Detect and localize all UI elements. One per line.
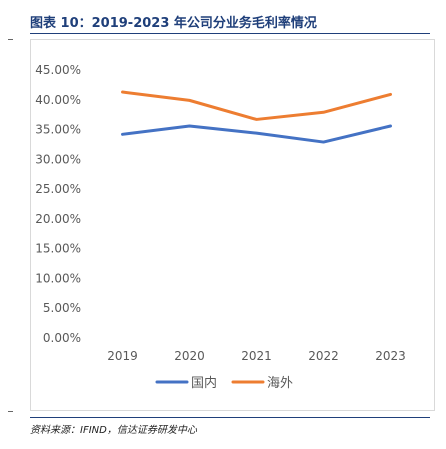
figure-header: 图表 10：2019-2023 年公司分业务毛利率情况 [30,12,430,31]
margin-tick-bottom [8,411,13,412]
series-line-2 [121,90,392,121]
x-tick-label: 2023 [375,349,406,363]
y-tick-label: 10.00% [35,271,81,285]
line-chart: 0.00% 5.00% 10.00% 15.00% 20.00% 25.00% 30.00%… [35,63,406,391]
figure-title: 图表 10：2019-2023 年公司分业务毛利率情况 [30,16,317,31]
source-rule [30,417,430,418]
y-tick-label: 5.00% [43,301,81,315]
legend-label-2: 海外 [267,376,293,391]
y-tick-label: 45.00% [35,63,81,77]
y-tick-label: 40.00% [35,93,81,107]
y-tick-label: 25.00% [35,182,81,196]
y-tick-label: 30.00% [35,152,81,166]
title-rule [30,33,430,34]
series-line-1 [121,124,392,144]
legend-label-1: 国内 [191,375,217,391]
x-tick-label: 2022 [308,349,339,363]
chart-frame: 0.00% 5.00% 10.00% 15.00% 20.00% 25.00% 30.00%… [30,39,435,411]
y-tick-label: 35.00% [35,123,81,137]
margin-tick-top [8,39,13,40]
y-tick-label: 20.00% [35,212,81,226]
y-tick-label: 15.00% [35,242,81,256]
x-tick-label: 2021 [241,349,272,363]
source-note: 资料来源：IFIND，信达证券研发中心 [30,425,197,436]
x-tick-label: 2019 [107,349,138,363]
y-tick-label: 0.00% [43,331,81,345]
x-tick-label: 2020 [174,349,205,363]
